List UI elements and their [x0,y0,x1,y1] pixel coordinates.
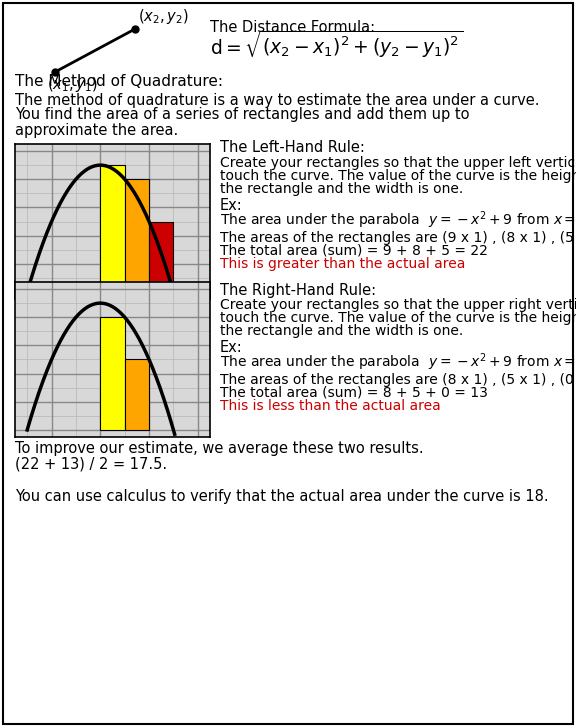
Text: The Left-Hand Rule:: The Left-Hand Rule: [220,140,365,156]
Text: The total area (sum) = 9 + 8 + 5 = 22: The total area (sum) = 9 + 8 + 5 = 22 [220,244,488,258]
Bar [149,222,173,292]
Text: (22 + 13) / 2 = 17.5.: (22 + 13) / 2 = 17.5. [15,457,167,472]
Text: The method of quadrature is a way to estimate the area under a curve.: The method of quadrature is a way to est… [15,92,540,108]
Text: touch the curve. The value of the curve is the height of: touch the curve. The value of the curve … [220,169,576,183]
Text: the rectangle and the width is one.: the rectangle and the width is one. [220,182,463,196]
Text: $(x_2, y_2)$: $(x_2, y_2)$ [138,7,189,26]
Text: You find the area of a series of rectangles and add them up to: You find the area of a series of rectang… [15,108,469,123]
Text: You can use calculus to verify that the actual area under the curve is 18.: You can use calculus to verify that the … [15,489,548,505]
Text: Create your rectangles so that the upper left vertices: Create your rectangles so that the upper… [220,156,576,170]
Text: Ex:: Ex: [220,198,242,212]
Text: Create your rectangles so that the upper right vertices: Create your rectangles so that the upper… [220,298,576,312]
Text: The areas of the rectangles are (9 x 1) , (8 x 1) , (5 x 1).: The areas of the rectangles are (9 x 1) … [220,231,576,245]
Bar [100,317,124,430]
Text: $(x_1, y_1)$: $(x_1, y_1)$ [47,75,98,94]
Bar [100,165,124,292]
Text: The Right-Hand Rule:: The Right-Hand Rule: [220,283,376,297]
Text: The total area (sum) = 8 + 5 + 0 = 13: The total area (sum) = 8 + 5 + 0 = 13 [220,386,488,400]
Text: $\mathrm{d} = \sqrt{(x_2 - x_1)^2 + (y_2 - y_1)^2}$: $\mathrm{d} = \sqrt{(x_2 - x_1)^2 + (y_2… [210,28,463,60]
Text: The area under the parabola  $y = -x^2 + 9$ from $x = 0$ to $x = 3$.: The area under the parabola $y = -x^2 + … [220,351,576,373]
Text: The Distance Formula:: The Distance Formula: [210,20,384,34]
Text: The Method of Quadrature:: The Method of Quadrature: [15,74,223,89]
Text: the rectangle and the width is one.: the rectangle and the width is one. [220,324,463,338]
Text: Ex:: Ex: [220,340,242,355]
Text: touch the curve. The value of the curve is the height of: touch the curve. The value of the curve … [220,311,576,325]
Text: approximate the area.: approximate the area. [15,123,178,137]
Bar [124,180,149,292]
Bar [124,359,149,430]
Text: This is greater than the actual area: This is greater than the actual area [220,257,465,271]
Text: The area under the parabola  $y = -x^2 + 9$ from $x = 0$ to $x = 3$.: The area under the parabola $y = -x^2 + … [220,209,576,230]
Text: This is less than the actual area: This is less than the actual area [220,399,441,413]
Text: To improve our estimate, we average these two results.: To improve our estimate, we average thes… [15,441,423,457]
Text: The areas of the rectangles are (8 x 1) , (5 x 1) , (0 x 1).: The areas of the rectangles are (8 x 1) … [220,373,576,387]
